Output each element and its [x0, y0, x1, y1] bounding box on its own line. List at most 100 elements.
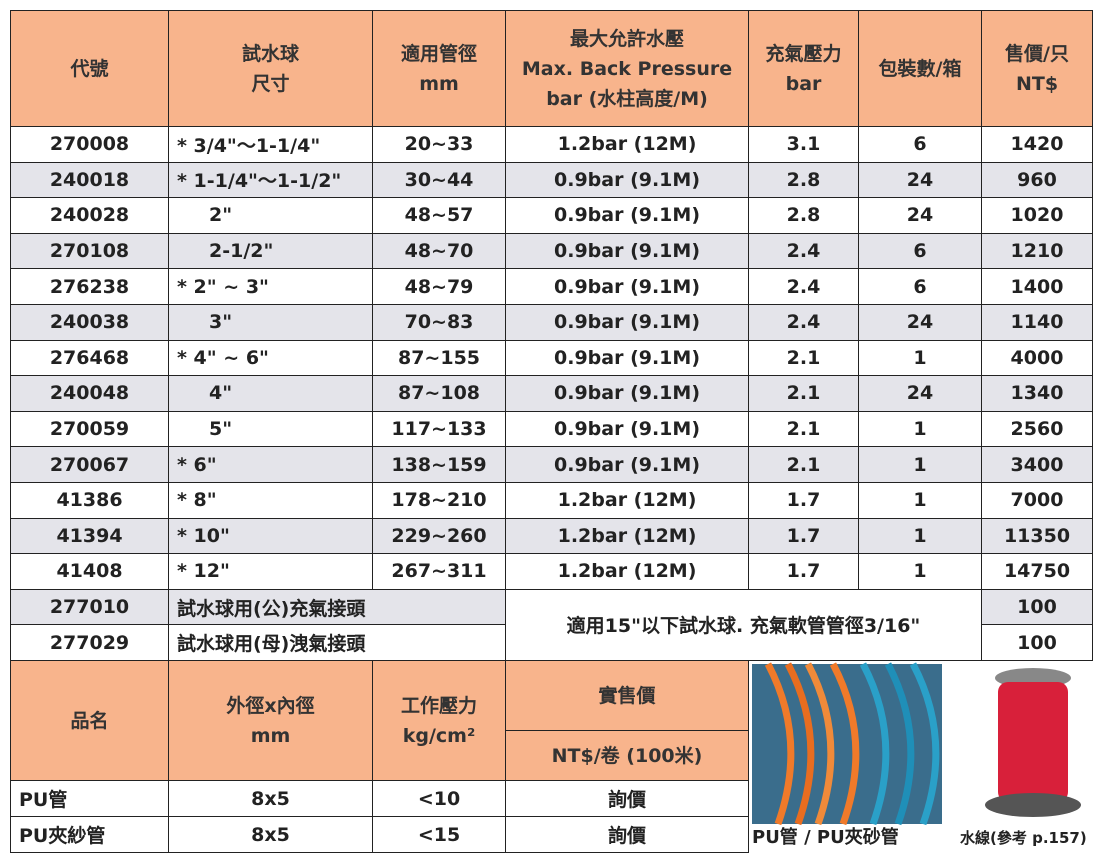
product-photos: PU管 / PU夾砂管 水線(參考 p.157) — [752, 662, 1087, 848]
row: 240028 2" 48~57 0.9bar (9.1M) 2.8 24 1020 — [10, 197, 1093, 234]
header-line: bar (水柱高度/M) — [546, 87, 708, 110]
cell: 1.2bar (12M) — [505, 126, 749, 163]
header-cell: 售價/只 NT$ — [981, 10, 1093, 127]
cell: 0.9bar (9.1M) — [505, 339, 749, 377]
cell: 1.7 — [748, 517, 859, 555]
cell: 270059 — [10, 410, 169, 448]
cell: 2.8 — [748, 197, 859, 234]
cell: 1420 — [981, 126, 1093, 163]
cell: * 12" — [168, 553, 373, 590]
header-cell: 工作壓力 kg/cm² — [372, 660, 506, 781]
cell: 6 — [858, 268, 982, 305]
cell: 3400 — [981, 446, 1093, 483]
cell: 試水球用(母)洩氣接頭 — [168, 624, 506, 661]
cell: 277010 — [10, 588, 169, 626]
cell: 48~70 — [372, 232, 506, 270]
row: PU管 8x5 <10 詢價 — [10, 780, 749, 817]
cell: 0.9bar (9.1M) — [505, 197, 749, 234]
cell: * 1-1/4"～1-1/2" — [168, 161, 373, 199]
header-line: 尺寸 — [251, 72, 290, 95]
cell: 1 — [858, 517, 982, 555]
cell: 100 — [981, 588, 1093, 626]
cell: * 4" ~ 6" — [168, 339, 373, 377]
cell: PU管 — [10, 780, 169, 817]
header-line: bar — [785, 72, 822, 95]
header-line: 工作壓力 — [400, 694, 477, 717]
cell: 30~44 — [372, 161, 506, 199]
product-table: 代號 試水球 尺寸 適用管徑 mm 最大允許水壓 Max. Back Pressure bar… — [10, 10, 1093, 661]
cell: 1020 — [981, 197, 1093, 234]
caption: 水線(參考 p.157) — [960, 829, 1087, 847]
cell: 1 — [858, 481, 982, 519]
cell: * 8" — [168, 481, 373, 519]
cell: 48~79 — [372, 268, 506, 305]
cell: 138~159 — [372, 446, 506, 483]
spool-line — [998, 682, 1068, 802]
cell: 0.9bar (9.1M) — [505, 410, 749, 448]
cell: 240018 — [10, 161, 169, 199]
cell: 24 — [858, 161, 982, 199]
header-cell: 適用管徑 mm — [372, 10, 506, 127]
header-row: 品名 外徑x內徑 mm 工作壓力 kg/cm² 實售價 — [10, 660, 749, 781]
cell: 0.9bar (9.1M) — [505, 446, 749, 483]
cell: 24 — [858, 197, 982, 234]
cell: 2" — [168, 197, 373, 234]
cell: 100 — [981, 624, 1093, 661]
cell: 276468 — [10, 339, 169, 377]
cell: 4" — [168, 375, 373, 412]
cell: 960 — [981, 161, 1093, 199]
header-cell: 最大允許水壓 Max. Back Pressure bar (水柱高度/M) — [505, 10, 749, 127]
cell: 240028 — [10, 197, 169, 234]
header-cell: NT$/卷 (100米) — [505, 730, 749, 781]
cell: 178~210 — [372, 481, 506, 519]
header-line: NT$ — [1015, 72, 1059, 95]
header-line: 品名 — [70, 709, 109, 732]
header-line: mm — [419, 72, 459, 95]
cell: 48~57 — [372, 197, 506, 234]
row: 240038 3" 70~83 0.9bar (9.1M) 2.4 24 1140 — [10, 303, 1093, 341]
cell: 1 — [858, 446, 982, 483]
cell: 87~108 — [372, 375, 506, 412]
cell: * 10" — [168, 517, 373, 555]
cell: 1.2bar (12M) — [505, 517, 749, 555]
cell: 1 — [858, 410, 982, 448]
cell: 277029 — [10, 624, 169, 661]
cell: 240038 — [10, 303, 169, 341]
cell: 2.1 — [748, 375, 859, 412]
cell: 6 — [858, 126, 982, 163]
header-line: 試水球 — [241, 42, 299, 65]
cell: 2560 — [981, 410, 1093, 448]
header-line: 售價/只 — [1005, 42, 1069, 65]
cell: 3" — [168, 303, 373, 341]
row: 240018 * 1-1/4"～1-1/2" 30~44 0.9bar (9.1M) 2… — [10, 161, 1093, 199]
row: 270108 2-1/2" 48~70 0.9bar (9.1M) 2.4 6 1210 — [10, 232, 1093, 270]
cell: 70~83 — [372, 303, 506, 341]
cell: 8x5 — [168, 816, 373, 853]
cell: 7000 — [981, 481, 1093, 519]
cell: * 3/4"～1-1/4" — [168, 126, 373, 163]
cell: PU夾紗管 — [10, 816, 169, 853]
row: PU夾紗管 8x5 <15 詢價 — [10, 816, 749, 853]
cell: 41408 — [10, 553, 169, 590]
header-cell: 包裝數/箱 — [858, 10, 982, 127]
header-line: 實售價 — [598, 684, 656, 707]
cell: 6 — [858, 232, 982, 270]
header-cell: 品名 — [10, 660, 169, 781]
header-line: 充氣壓力 — [765, 42, 842, 65]
cell: 276238 — [10, 268, 169, 305]
row: 270059 5" 117~133 0.9bar (9.1M) 2.1 1 2560 — [10, 410, 1093, 448]
cell: 2.1 — [748, 339, 859, 377]
cell: 3.1 — [748, 126, 859, 163]
cell: 41394 — [10, 517, 169, 555]
header-line: mm — [250, 724, 291, 747]
row: 270008 * 3/4"～1-1/4" 20~33 1.2bar (12M) 3.1 6… — [10, 126, 1093, 163]
header-line: 外徑x內徑 — [226, 694, 315, 717]
cell: 詢價 — [505, 816, 749, 853]
cell: 1 — [858, 553, 982, 590]
cell: 20~33 — [372, 126, 506, 163]
cell: 270008 — [10, 126, 169, 163]
cell: 2.4 — [748, 303, 859, 341]
row: 276468 * 4" ~ 6" 87~155 0.9bar (9.1M) 2.1 1 40… — [10, 339, 1093, 377]
cell: 2.8 — [748, 161, 859, 199]
